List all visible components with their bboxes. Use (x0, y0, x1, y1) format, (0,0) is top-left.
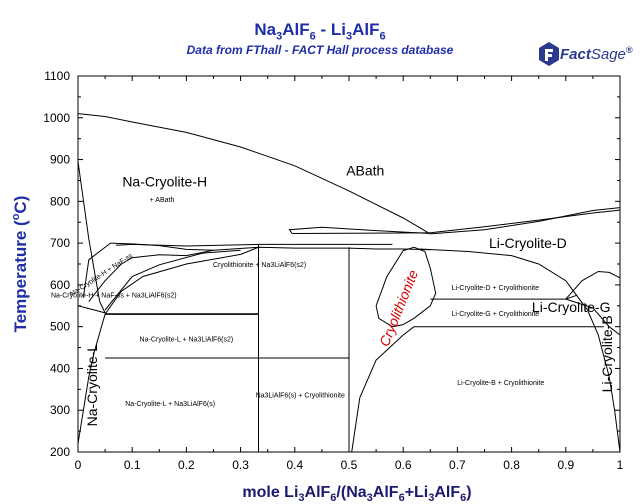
phase-boundary-curve (351, 326, 415, 453)
x-tick-label: 0.1 (124, 458, 141, 472)
phase-boundary-curve (430, 207, 621, 235)
phase-boundary-curve (77, 113, 431, 235)
phase-boundary-curve (375, 246, 437, 326)
phase-boundary-curve (82, 242, 111, 298)
x-tick-label: 0.8 (503, 458, 520, 472)
region-label: Li-Cryolite-B (599, 315, 615, 392)
x-tick-label: 0.5 (341, 458, 358, 472)
phase-boundary-curve (288, 226, 431, 234)
x-tick-label: 0.9 (557, 458, 574, 472)
y-tick-label: 700 (50, 236, 70, 250)
x-tick-label: 0 (75, 458, 82, 472)
y-tick-label: 500 (50, 320, 70, 334)
region-label: Na-Cryolite-L + Na3LiAlF6(s2) (140, 336, 234, 343)
region-label: Li-Cryolite-B + Cryolithionite (457, 380, 544, 387)
y-tick-label: 400 (50, 361, 70, 375)
phase-boundary-curve (104, 249, 241, 311)
x-tick-label: 0.6 (395, 458, 412, 472)
region-label: Li-Cryolite-G + Cryolithionite (451, 311, 539, 318)
phase-boundary-curve (77, 246, 259, 444)
x-tick-label: 0.7 (449, 458, 466, 472)
phase-boundary-curve (88, 249, 214, 302)
region-label: Na-Cryolite-H (122, 174, 207, 190)
region-label: Li-Cryolite-D (489, 235, 567, 251)
phase-boundary-curve (565, 294, 577, 300)
region-label: Cryolithionite (376, 267, 421, 348)
region-label: Cryolithionite + Na3LiAlF6(s2) (213, 262, 306, 269)
region-label: Na-Cryolite-H + NaF-ss (69, 252, 134, 298)
chart-title: Na3AlF6 - Li3AlF6 (254, 20, 386, 43)
y-tick-label: 800 (50, 194, 70, 208)
factsage-logo-text: FactSage® (560, 45, 633, 63)
x-tick-label: 0.3 (232, 458, 249, 472)
region-label: Na-Cryolite-H + NaF-ss + Na3LiAlF6(s2) (51, 292, 177, 299)
x-tick-label: 0.2 (178, 458, 195, 472)
region-label: Li-Cryolite-D + Cryolithionite (452, 285, 539, 292)
region-label: Li-Cryolite-G (532, 299, 611, 315)
factsage-logo-icon (539, 42, 559, 66)
region-label: Na-Cryolite-L (84, 344, 100, 427)
y-tick-label: 900 (50, 153, 70, 167)
phase-boundary-curve (115, 243, 259, 247)
region-label: + ABath (150, 197, 175, 204)
x-axis-label: mole Li3AlF6/(Na3AlF6+Li3AlF6) (242, 484, 471, 504)
phase-boundary-curve (565, 270, 621, 300)
y-axis-label: Temperature (oC) (10, 196, 30, 333)
phase-boundary-curve (419, 248, 621, 453)
phase-boundary-curve (565, 298, 621, 336)
chart-subtitle: Data from FThall - FACT Hall process dat… (186, 43, 454, 57)
region-label: Na3LiAlF6(s) + Cryolithionite (256, 393, 345, 400)
phase-boundary-curve (110, 242, 214, 251)
x-tick-label: 0.4 (286, 458, 303, 472)
y-tick-label: 1000 (43, 111, 70, 125)
y-tick-label: 300 (50, 403, 70, 417)
factsage-logo: FactSage® (538, 39, 633, 73)
y-tick-label: 600 (50, 278, 70, 292)
y-tick-label: 200 (50, 445, 70, 459)
phase-boundary-curve (77, 161, 106, 314)
region-label: ABath (346, 162, 384, 178)
y-tick-label: 1100 (44, 69, 70, 83)
phase-boundary-curve (292, 209, 621, 234)
phase-boundary-curve (77, 305, 106, 314)
x-tick-label: 1 (617, 458, 624, 472)
region-label: Na-Cryolite-L + Na3LiAlF6(s) (125, 401, 215, 408)
phase-boundary-curve (375, 305, 404, 328)
phase-boundary-curve (213, 246, 431, 251)
